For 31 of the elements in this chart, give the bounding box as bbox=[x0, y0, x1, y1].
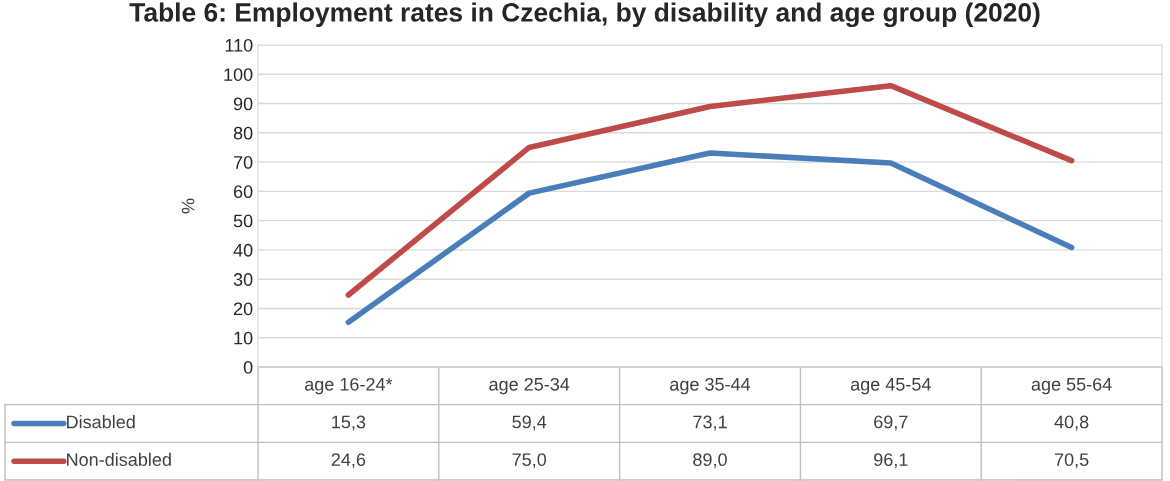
y-tick-label: 90 bbox=[233, 97, 253, 111]
x-tick-label: age 55-64 bbox=[1031, 377, 1112, 395]
x-tick-label: age 25-34 bbox=[489, 377, 570, 395]
x-tick-label: age 35-44 bbox=[670, 377, 751, 395]
data-label: 89,0 bbox=[693, 453, 727, 469]
y-tick-label: 70 bbox=[233, 156, 253, 169]
y-axis-title: % bbox=[181, 198, 195, 214]
data-label: 69,7 bbox=[874, 415, 908, 431]
y-tick-label: 50 bbox=[233, 214, 253, 228]
data-label: 70,5 bbox=[1054, 453, 1089, 469]
y-tick-label: 20 bbox=[233, 302, 253, 316]
data-label: 96,1 bbox=[874, 453, 908, 469]
x-tick-label: age 16-24* bbox=[305, 377, 393, 395]
data-label: 40,8 bbox=[1054, 415, 1089, 431]
y-tick-label: 100 bbox=[224, 68, 253, 81]
data-label: 75,0 bbox=[512, 453, 547, 469]
y-tick-label: 80 bbox=[233, 126, 253, 140]
y-tick-label: 60 bbox=[233, 185, 253, 199]
legend-label: Disabled bbox=[67, 415, 135, 429]
y-tick-label: 0 bbox=[243, 360, 253, 374]
y-tick-label: 30 bbox=[233, 273, 253, 286]
y-tick-label: 40 bbox=[233, 243, 253, 257]
legend-label: Non-disabled bbox=[67, 452, 171, 467]
x-tick-label: age 45-54 bbox=[850, 378, 931, 395]
data-label: 24,6 bbox=[331, 453, 366, 469]
data-label: 73,1 bbox=[693, 415, 727, 431]
y-tick-label: 10 bbox=[234, 331, 253, 345]
y-tick-label: 110 bbox=[225, 38, 253, 52]
chart-title: Table 6: Employment rates in Czechia, by disability and age group (2020) bbox=[129, 2, 1040, 28]
data-label: 59,4 bbox=[512, 415, 547, 431]
data-label: 15,3 bbox=[332, 415, 366, 431]
